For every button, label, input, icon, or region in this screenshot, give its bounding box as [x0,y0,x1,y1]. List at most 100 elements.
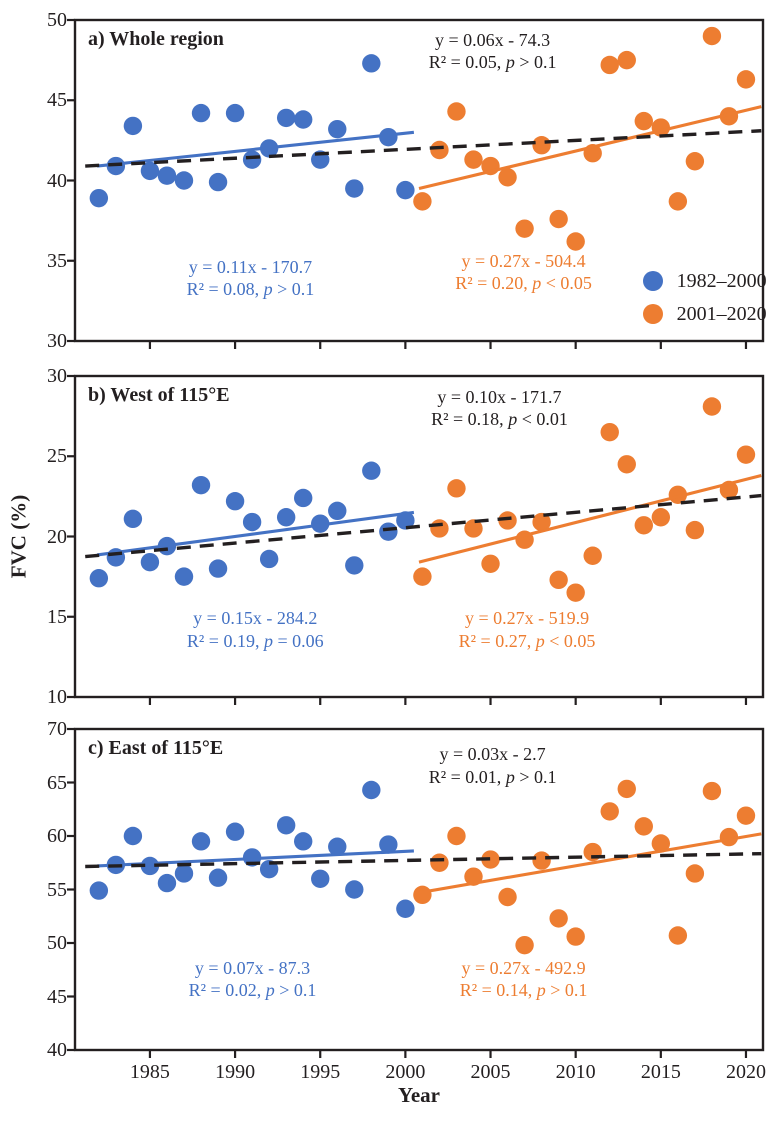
y-tick-label: 65 [47,771,67,794]
data-point [191,475,211,495]
data-point [532,135,551,155]
data-point [413,192,432,211]
legend-label: 1982–2000 [676,269,767,292]
data-point [293,110,313,129]
x-tick-label: 2005 [470,1061,511,1083]
data-point [413,885,432,905]
data-point [123,116,143,136]
data-point [157,873,177,893]
series-2001–2020 [413,26,756,251]
data-point [430,140,449,160]
y-axis-label: FVC (%) [6,494,31,579]
trend-line-2001–2020 [418,105,762,191]
data-point [174,567,194,586]
legend-item: 1982–2000 [642,265,767,298]
series-1982–2000 [89,780,415,918]
data-point [600,422,619,442]
trend-line-2001–2020 [418,474,762,564]
y-tick-label: 20 [47,525,67,548]
data-point [191,103,211,123]
data-point [276,108,296,128]
data-point [566,927,585,946]
x-axis-label: Year [398,1083,440,1107]
y-tick-label: 40 [47,1039,67,1061]
series-1982–2000 [89,461,415,588]
series-2001–2020 [413,779,756,955]
regression-annotation-overall: y = 0.03x - 2.7 R² = 0.01, p > 0.1 [428,744,557,787]
data-point [345,556,364,575]
data-point [379,835,398,854]
panel-title-a: a) Whole region [88,28,224,50]
data-point [583,546,602,565]
data-point [396,511,415,530]
data-point [89,569,109,588]
trend-line-1982–2000 [96,510,415,557]
data-point [362,461,381,480]
overall-trend-line [85,851,762,869]
data-point [515,935,534,955]
data-point [276,816,296,835]
y-tick-label: 40 [47,169,67,192]
data-point [447,479,466,498]
data-point [345,880,364,899]
panel-title-c: c) East of 115°E [88,737,224,759]
data-point [276,508,296,527]
data-point [498,168,517,187]
x-tick-label: 2000 [385,1061,426,1083]
data-point [123,509,143,529]
overall-trend-line [85,129,762,168]
data-point [634,516,653,535]
data-point [328,119,347,139]
data-point [242,150,262,169]
data-point [89,881,109,900]
data-point [481,554,500,573]
data-point [685,152,705,171]
data-point [617,455,636,474]
data-point [328,837,347,856]
x-tick-label: 2015 [640,1061,681,1083]
data-point [379,522,398,541]
data-point [685,520,705,540]
regression-annotation-post2000: y = 0.27x - 492.9 R² = 0.14, p > 0.1 [459,957,588,1001]
data-point [293,488,313,508]
data-point [430,853,449,872]
data-point [549,209,568,229]
x-tick-label: 1985 [129,1061,170,1083]
panel-b [67,374,765,705]
data-point [702,397,722,416]
data-point [208,172,228,192]
series-2001–2020 [413,397,756,602]
data-point [191,832,211,851]
y-tick-label: 15 [47,605,67,628]
data-point [481,850,500,869]
data-point [719,107,739,126]
data-point [668,926,688,945]
data-point [430,519,449,538]
trend-line-1982–2000 [97,849,414,868]
data-point [311,869,330,888]
data-point [225,103,245,123]
data-point [379,127,398,147]
data-point [600,55,619,75]
legend-label: 2001–2020 [676,302,767,325]
panel-title-b: b) West of 115°E [88,384,230,406]
data-point [549,909,568,928]
data-point [668,192,688,211]
regression-annotation-overall: y = 0.06x - 74.3 R² = 0.05, p > 0.1 [428,29,557,73]
regression-annotation-post2000: y = 0.27x - 504.4 R² = 0.20, p < 0.05 [455,250,592,294]
data-point [566,232,585,251]
y-tick-label: 30 [47,330,67,352]
data-point [225,822,245,841]
data-point [566,583,585,602]
data-point [328,501,347,521]
data-point [634,111,653,131]
data-point [447,102,466,121]
data-point [140,552,160,572]
data-point [532,512,551,532]
data-point [498,511,517,530]
data-point [157,166,177,185]
y-tick-label: 45 [47,985,67,1008]
data-point [208,559,228,578]
